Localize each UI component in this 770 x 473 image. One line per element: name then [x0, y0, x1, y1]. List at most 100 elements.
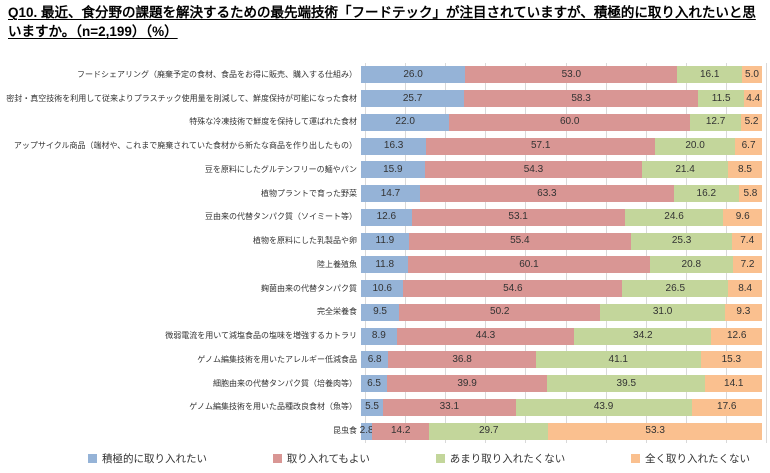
- plot-area: フードシェアリング（廃棄予定の食材、食品をお得に販売、購入する仕組み） 26.0 5…: [0, 63, 770, 443]
- bar-segment: 16.3: [361, 137, 427, 155]
- bar-segments: 2.8 14.2 29.7 53.3: [360, 422, 763, 440]
- bar-segment: 25.3: [630, 232, 733, 250]
- segment-value: 50.2: [490, 306, 510, 318]
- bar-segment: 2.8: [360, 422, 374, 440]
- bar-segment: 22.0: [361, 113, 450, 131]
- segment-value: 60.1: [519, 258, 539, 270]
- segment-value: 43.9: [593, 401, 614, 413]
- bar-row: 植物プラントで育った野菜 14.7 63.3 16.2 5.8: [0, 182, 770, 206]
- bar-segment: 4.4: [744, 90, 763, 108]
- category-label: ゲノム編集技術を用いたアレルギー低減食品: [197, 354, 357, 364]
- bar-segment: 6.8: [361, 351, 389, 369]
- bar-segment: 31.0: [600, 303, 725, 321]
- segment-value: 5.2: [744, 116, 759, 128]
- category-label: 豆由来の代替タンパク質（ソイミート等）: [205, 212, 357, 222]
- bar-segment: 5.2: [741, 113, 763, 131]
- bar-segment: 24.6: [624, 208, 724, 226]
- bar-segments: 15.9 54.3 21.4 8.5: [361, 161, 762, 179]
- segment-value: 12.7: [705, 116, 726, 128]
- bar-row: 麹菌由来の代替タンパク質 10.6 54.6 26.5 8.4: [0, 277, 770, 301]
- bar-segment: 14.2: [372, 422, 430, 440]
- segment-value: 9.6: [735, 211, 750, 223]
- bar-segment: 9.5: [361, 303, 400, 321]
- bar-segments: 14.7 63.3 16.2 5.8: [361, 185, 763, 203]
- segment-value: 12.6: [376, 211, 397, 223]
- segment-value: 21.4: [675, 163, 695, 175]
- bar-segment: 8.5: [727, 161, 762, 179]
- segment-value: 33.1: [439, 401, 460, 413]
- segment-value: 15.9: [383, 163, 403, 175]
- segment-value: 10.6: [372, 282, 392, 294]
- segment-value: 4.4: [746, 92, 761, 104]
- bar-segment: 5.0: [741, 66, 762, 84]
- segment-value: 16.1: [699, 68, 720, 80]
- gridline: [405, 63, 407, 443]
- legend-swatch: [630, 453, 640, 463]
- segment-value: 8.5: [738, 163, 752, 175]
- bar-segment: 39.5: [547, 375, 706, 393]
- segment-value: 54.3: [523, 163, 544, 175]
- bar-segment: 57.1: [426, 137, 656, 155]
- bar-segment: 53.0: [465, 66, 678, 84]
- segment-value: 24.6: [664, 211, 684, 223]
- segment-value: 5.8: [743, 187, 758, 199]
- gridline: [685, 63, 687, 443]
- bar-segment: 53.1: [411, 208, 625, 226]
- category-label: 植物プラントで育った野菜: [261, 188, 357, 198]
- bar-segments: 16.3 57.1 20.0 6.7: [361, 137, 762, 155]
- segment-value: 25.3: [671, 235, 692, 247]
- segment-value: 44.3: [475, 330, 496, 342]
- bar-row: 密封・真空技術を利用して従来よりプラスチック使用量を削減して、鮮度保持が可能にな…: [0, 87, 770, 111]
- bar-segment: 8.4: [728, 280, 762, 298]
- bar-segment: 7.2: [733, 256, 763, 274]
- bar-segments: 10.6 54.6 26.5 8.4: [361, 280, 762, 298]
- bar-segments: 9.5 50.2 31.0 9.3: [361, 303, 763, 321]
- category-label: 特殊な冷凍技術で鮮度を保持して運ばれた食材: [189, 117, 357, 127]
- legend-item: 全く取り入れたくない: [630, 451, 750, 466]
- bar-segment: 25.7: [361, 90, 465, 108]
- bar-row: 陸上養殖魚 11.8 60.1 20.8 7.2: [0, 253, 770, 277]
- category-label: アップサイクル商品（端材や、これまで廃棄されていた食材から新たな商品を作り出した…: [13, 141, 357, 151]
- bar-segment: 9.3: [724, 303, 763, 321]
- segment-value: 29.7: [479, 425, 499, 437]
- segment-value: 15.3: [721, 353, 742, 365]
- gridline: [725, 63, 727, 443]
- bar-segment: 5.8: [738, 185, 763, 203]
- bar-segments: 8.9 44.3 34.2 12.6: [361, 327, 762, 345]
- category-label: 密封・真空技術を利用して従来よりプラスチック使用量を削減して、鮮度保持が可能にな…: [6, 93, 357, 103]
- bar-segment: 60.0: [449, 113, 691, 131]
- bar-segment: 53.3: [548, 422, 763, 440]
- bar-segment: 50.2: [399, 303, 601, 321]
- bar-segment: 15.3: [700, 351, 763, 369]
- segment-value: 53.0: [561, 68, 582, 80]
- bar-segments: 6.5 39.9 39.5 14.1: [361, 375, 763, 393]
- segment-value: 26.5: [665, 282, 686, 294]
- legend-item: 積極的に取り入れたい: [88, 451, 207, 466]
- segment-value: 11.8: [375, 258, 395, 270]
- bar-segments: 6.8 36.8 41.1 15.3: [361, 351, 763, 369]
- legend-swatch: [88, 453, 97, 463]
- category-label: 植物を原料にした乳製品や卵: [253, 236, 357, 246]
- gridlines: [365, 63, 767, 443]
- bar-segment: 16.1: [677, 66, 742, 84]
- segment-value: 31.0: [652, 306, 673, 318]
- legend-label: 取り入れてもよい: [286, 452, 370, 465]
- bar-segment: 54.6: [403, 280, 623, 298]
- bar-row: 細胞由来の代替タンパク質（培養肉等） 6.5 39.9 39.5 14.1: [0, 372, 770, 396]
- category-label: 豆を原料にしたグルテンフリーの麺やパン: [204, 164, 357, 174]
- chart-title: Q10. 最近、食分野の課題を解決するための最先端技術「フードテック」が注目され…: [8, 5, 756, 39]
- segment-value: 20.8: [681, 258, 702, 270]
- category-label: 細胞由来の代替タンパク質（培養肉等）: [213, 378, 357, 388]
- bar-segment: 33.1: [383, 398, 516, 416]
- legend-swatch: [272, 453, 282, 463]
- bar-segment: 21.4: [642, 161, 728, 179]
- segment-value: 7.4: [740, 235, 755, 247]
- category-label: 完全栄養食: [317, 307, 357, 317]
- gridline: [605, 63, 607, 443]
- bar-segment: 55.4: [408, 232, 631, 250]
- bar-segment: 26.0: [361, 66, 466, 84]
- segment-value: 41.1: [608, 353, 628, 365]
- category-label: ゲノム編集技術を用いた品種改良食材（魚等）: [189, 402, 357, 412]
- legend-item: あまり取り入れたくない: [435, 451, 565, 466]
- bar-row: 特殊な冷凍技術で鮮度を保持して運ばれた食材 22.0 60.0 12.7 5.2: [0, 111, 770, 135]
